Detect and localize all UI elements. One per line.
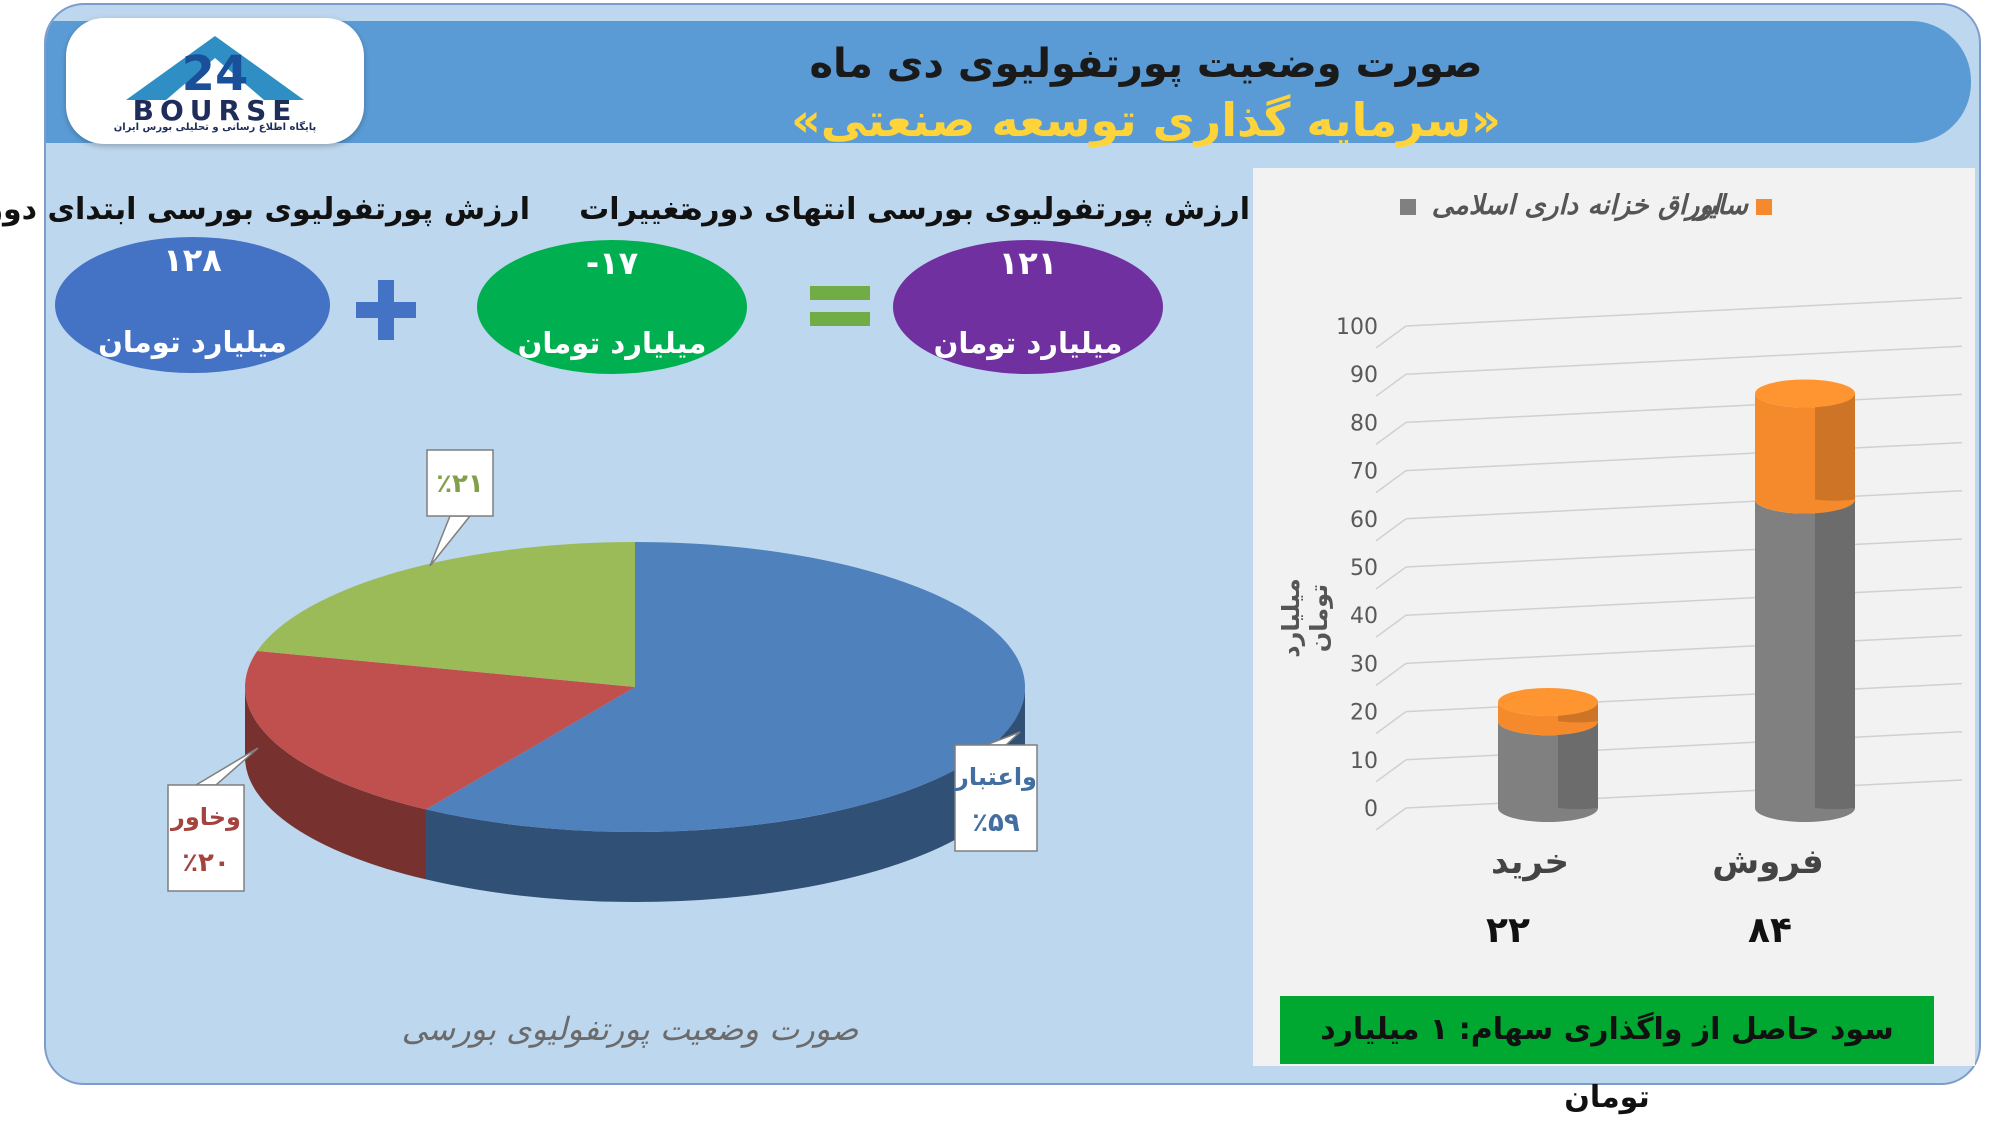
- bar-0-series-1: [1498, 687, 1598, 736]
- share-disposal-profit-note: سود حاصل از واگذاری سهام: ۱ میلیارد توما…: [1280, 996, 1934, 1115]
- bar-0-series-0: [1498, 721, 1598, 822]
- bar-grid-floor-2: [1375, 710, 1407, 735]
- bar-grid-line-5: [1405, 538, 1963, 568]
- bar-grid-line-4: [1405, 586, 1963, 616]
- bar-grid-line-10: [1405, 297, 1963, 327]
- bar-y-tick-4: 40: [1350, 604, 1378, 629]
- pie-slice-side-0-0: [426, 687, 1025, 902]
- bar-grid-floor-3: [1375, 662, 1407, 687]
- bar-cap-1: [1755, 379, 1855, 408]
- bar-y-tick-7: 70: [1350, 460, 1378, 485]
- bar-category-buy: خرید: [1490, 842, 1570, 882]
- bar-chart: 0 10 20 30 40 50 60 70 80 90 100: [1336, 297, 1963, 831]
- pie-slice-value-2: ٪۲۱: [436, 469, 484, 499]
- legend-swatch-other: [1756, 199, 1772, 215]
- bar-grid-line-3: [1405, 634, 1963, 665]
- bar-grid-floor-10: [1375, 325, 1407, 349]
- end-caption: ارزش پورتفولیوی بورسی انتهای دوره: [684, 192, 1250, 227]
- legend-label-other: سایر: [1694, 190, 1748, 221]
- bar-segment-shade-0-0: [1558, 721, 1598, 810]
- bar-grid-floor-6: [1375, 518, 1407, 542]
- bar-total-sell: ۸۴: [1748, 910, 1792, 951]
- plus-icon: [356, 280, 416, 340]
- legend-swatch-treasury: [1400, 199, 1416, 215]
- pie-slice-value-0: ٪۵۹: [972, 808, 1020, 838]
- equals-icon: [810, 286, 870, 326]
- page-subtitle: «سرمایه گذاری توسعه صنعتی»: [791, 93, 1501, 147]
- page-title: صورت وضعیت پورتفولیوی دی ماه: [809, 41, 1483, 87]
- pie-caption: صورت وضعیت پورتفولیوی بورسی: [401, 1010, 859, 1048]
- pie-callout-box-0: [954, 744, 1038, 852]
- bar-grid-floor-0: [1375, 807, 1407, 831]
- pie-slice-label-0: واعتبار: [954, 763, 1037, 791]
- end-value: ۱۲۱: [998, 244, 1058, 282]
- bar-grid-floor-9: [1375, 373, 1407, 397]
- logo-brand: BOURSE: [133, 94, 298, 122]
- legend-label-treasury: اوراق خزانه داری اسلامی: [1431, 190, 1720, 221]
- bar-cap-0: [1498, 687, 1598, 716]
- bar-category-sell: فروش: [1712, 842, 1824, 882]
- bar-grid-floor-4: [1375, 614, 1407, 638]
- svg-text:24: 24: [182, 46, 249, 102]
- bar-segment-shade-1-1: [1815, 393, 1855, 501]
- bar-grid-line-6: [1405, 490, 1963, 520]
- bar-grid-line-0: [1405, 779, 1963, 809]
- bar-grid-line-9: [1405, 345, 1963, 375]
- start-value-oval: ۱۲۸ میلیارد تومان: [55, 237, 330, 373]
- bar-grid-line-2: [1405, 682, 1963, 713]
- pie-callout-box-2: [426, 449, 494, 517]
- bar-grid-floor-5: [1375, 566, 1407, 590]
- infographic: صورت وضعیت پورتفولیوی دی ماه «سرمایه گذا…: [0, 3, 1981, 1115]
- bar-y-tick-5: 50: [1350, 556, 1378, 581]
- logo: 24 BOURSE پایگاه اطلاع رسانی و تحلیلی بو…: [66, 18, 364, 144]
- pie-slice-label-1: وخاور: [170, 803, 241, 831]
- bar-y-tick-3: 30: [1350, 652, 1378, 677]
- change-unit: میلیارد تومان: [517, 326, 707, 360]
- bar-grid-line-8: [1405, 393, 1963, 424]
- start-value: ۱۲۸: [163, 241, 222, 279]
- end-value-oval: ۱۲۱ میلیارد تومان: [893, 240, 1163, 374]
- start-unit: میلیارد تومان: [98, 325, 287, 359]
- pie-slice-value-1: ٪۲۰: [182, 848, 230, 878]
- change-value: -۱۷: [585, 244, 639, 282]
- bar-grid-line-7: [1405, 441, 1963, 472]
- bar-grid-floor-7: [1375, 469, 1407, 494]
- pie-callout-2: ٪۲۱: [426, 449, 494, 567]
- bar-grid-line-1: [1405, 731, 1963, 761]
- logo-tagline: پایگاه اطلاع رسانی و تحلیلی بورس ایران: [113, 122, 317, 133]
- header-band: صورت وضعیت پورتفولیوی دی ماه «سرمایه گذا…: [46, 21, 1971, 147]
- bar-y-tick-6: 60: [1350, 508, 1378, 533]
- bar-y-tick-1: 10: [1350, 749, 1378, 774]
- bar-y-tick-8: 80: [1350, 411, 1378, 436]
- bar-y-tick-9: 90: [1350, 363, 1378, 388]
- bar-grid-floor-1: [1375, 759, 1407, 783]
- bar-1-series-0: [1755, 499, 1855, 822]
- bar-1-series-1: [1755, 379, 1855, 514]
- start-caption: ارزش پورتفولیوی بورسی ابتدای دوره: [0, 192, 530, 227]
- bar-y-tick-0: 0: [1364, 797, 1378, 822]
- bar-grid-floor-8: [1375, 421, 1407, 446]
- bar-y-tick-2: 20: [1350, 701, 1378, 726]
- pie-callout-1: وخاور ٪۲۰: [167, 747, 259, 892]
- pie-callout-box-1: [167, 784, 245, 892]
- pie-callout-0: واعتبار ٪۵۹: [954, 731, 1038, 852]
- bar-segment-0-1: [1498, 701, 1598, 736]
- pie-slice-1: [244, 650, 635, 810]
- pie-slice-2: [257, 542, 635, 687]
- bar-y-axis-label: میلیارد تومان: [1277, 578, 1333, 658]
- pie-slice-side-1-0: [245, 687, 427, 880]
- bourse-logo-icon: 24 BOURSE: [126, 36, 304, 127]
- bar-y-tick-10: 100: [1336, 315, 1378, 340]
- bar-total-buy: ۲۲: [1486, 910, 1530, 951]
- change-value-oval: -۱۷ میلیارد تومان: [477, 240, 747, 374]
- end-unit: میلیارد تومان: [933, 326, 1123, 360]
- pie-slice-0: [426, 542, 1025, 832]
- change-caption: تغییرات: [579, 192, 691, 227]
- bar-segment-shade-1-0: [1815, 499, 1855, 810]
- pie-chart: واعتبار ٪۵۹ وخاور ٪۲۰ ٪۲۱: [167, 449, 1038, 902]
